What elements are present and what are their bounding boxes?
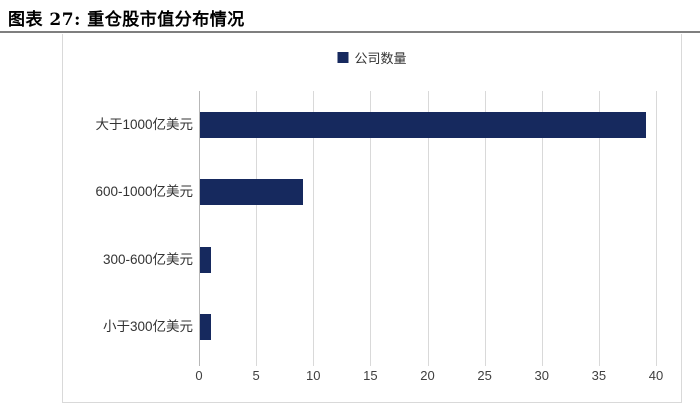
chart-container: 公司数量 大于1000亿美元 600-1000亿美元 300-600亿美元 小于300… [62, 34, 682, 403]
x-tick-label: 10 [306, 368, 321, 383]
category-label: 大于1000亿美元 [95, 116, 193, 132]
gridline [313, 91, 315, 366]
category-axis: 大于1000亿美元 600-1000亿美元 300-600亿美元 小于300亿美元 [63, 91, 193, 361]
bar-大于1000亿美元 [200, 111, 646, 138]
legend-swatch [337, 52, 349, 63]
x-tick-label: 5 [252, 368, 260, 383]
title-divider [0, 31, 700, 33]
category-label: 300-600亿美元 [102, 251, 193, 267]
x-tick-label: 30 [534, 368, 549, 383]
x-tick-label: 35 [591, 368, 607, 383]
category-axis-line [199, 91, 200, 366]
bar-小于300亿美元 [200, 314, 212, 341]
gridline [256, 91, 258, 366]
plot-area [199, 91, 657, 366]
figure-title: 图表 27: 重仓股市值分布情况 [8, 10, 245, 30]
x-tick-label: 20 [420, 368, 435, 383]
x-tick-label: 0 [195, 368, 203, 383]
category-label: 600-1000亿美元 [95, 184, 193, 200]
x-tick-label: 40 [648, 368, 664, 383]
category-label: 小于300亿美元 [102, 319, 193, 335]
value-axis: 0 5 10 15 20 25 30 35 40 [195, 368, 663, 386]
gridline [427, 91, 429, 366]
gridline [370, 91, 372, 366]
x-tick-label: 15 [363, 368, 378, 383]
gridline [541, 91, 543, 366]
gridline [484, 91, 486, 366]
bar-300-600亿美元 [200, 246, 212, 273]
bar-600-1000亿美元 [200, 179, 303, 206]
gridline [598, 91, 600, 366]
legend-label: 公司数量 [354, 51, 407, 66]
gridline [656, 91, 657, 366]
x-tick-label: 25 [477, 368, 492, 383]
legend: 公司数量 [337, 48, 407, 67]
